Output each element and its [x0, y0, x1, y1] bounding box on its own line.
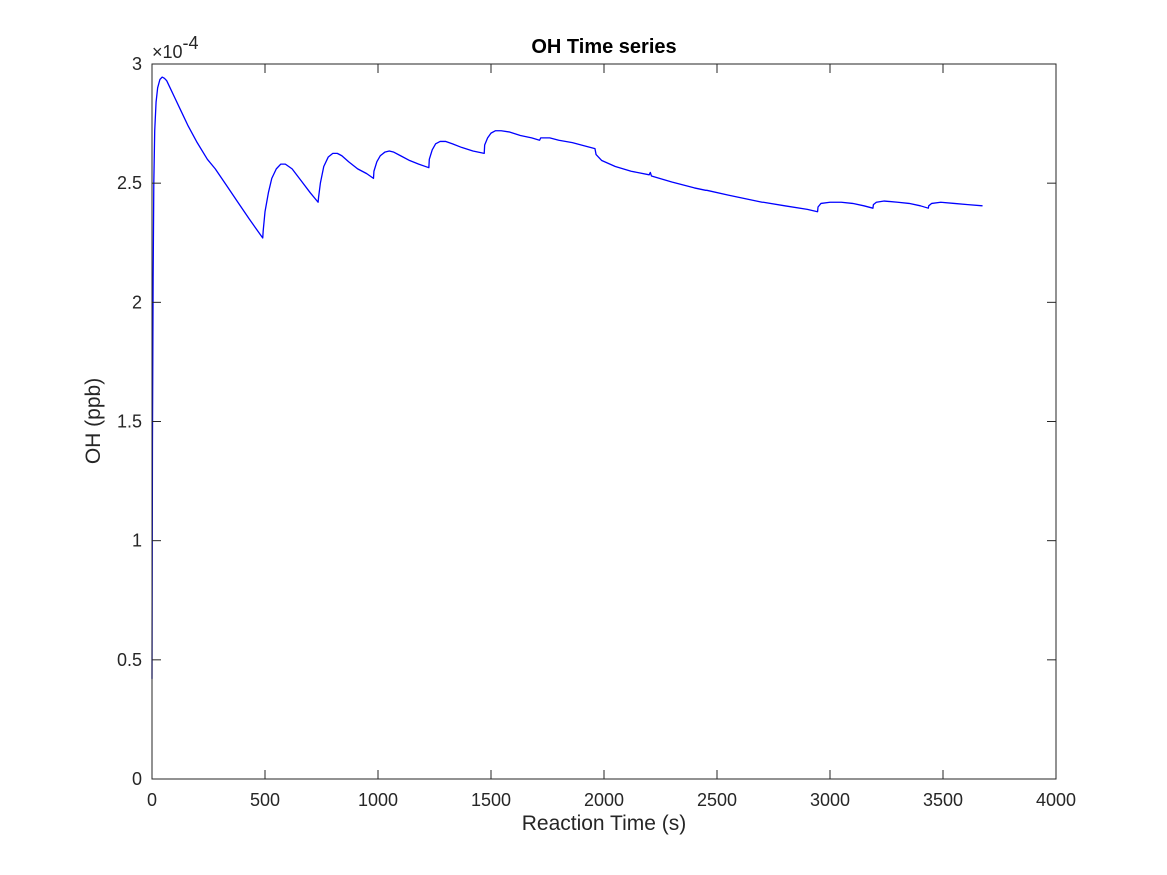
plot-area [152, 64, 1056, 779]
x-tick-label: 2500 [697, 790, 737, 810]
x-tick-label: 500 [250, 790, 280, 810]
y-tick-label: 2.5 [117, 173, 142, 193]
x-tick-label: 3500 [923, 790, 963, 810]
y-axis-label: OH (ppb) [82, 378, 105, 464]
x-tick-labels: 0 500 1000 1500 2000 2500 3000 3500 4000 [147, 790, 1076, 810]
y-multiplier-base: ×10 [152, 42, 183, 62]
y-tick-label: 0.5 [117, 650, 142, 670]
y-tick-label: 3 [132, 54, 142, 74]
y-tick-label: 2 [132, 292, 142, 312]
series-line-oh [151, 76, 983, 679]
y-tick-labels: 0 0.5 1 1.5 2 2.5 3 [117, 54, 142, 789]
x-tick-label: 0 [147, 790, 157, 810]
x-tick-label: 3000 [810, 790, 850, 810]
y-tick-label: 1.5 [117, 412, 142, 432]
axes-box [151, 63, 1057, 780]
chart-title: OH Time series [531, 36, 676, 58]
y-tick-label: 0 [132, 769, 142, 789]
series-layer [151, 76, 983, 679]
x-tick-label: 2000 [584, 790, 624, 810]
x-tick-label: 1000 [358, 790, 398, 810]
y-multiplier: ×10-4 [152, 33, 199, 62]
x-tick-label: 1500 [471, 790, 511, 810]
y-multiplier-exponent: -4 [183, 33, 199, 53]
x-tick-label: 4000 [1036, 790, 1076, 810]
y-tick-label: 1 [132, 531, 142, 551]
x-axis-label: Reaction Time (s) [522, 812, 687, 835]
